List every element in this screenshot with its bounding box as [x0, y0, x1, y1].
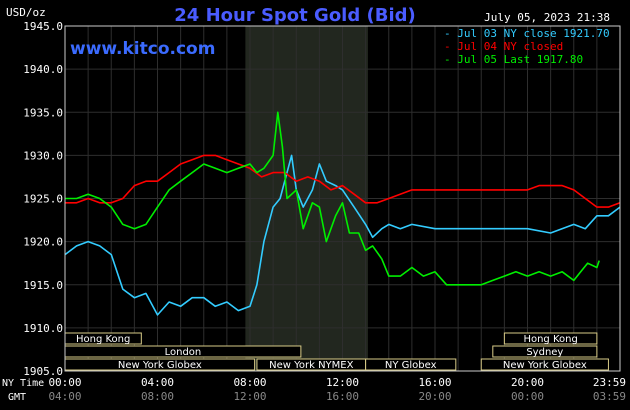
x-tick-gmt: 00:00: [511, 390, 544, 403]
legend-entry-jul03: - Jul 03 NY close 1921.70: [444, 27, 610, 40]
session-label: NY Globex: [385, 360, 437, 371]
y-axis-unit: USD/oz: [6, 6, 46, 19]
y-axis-ticks: 1945.0 1940.0 1935.0 1930.0 1925.0 1920.0 1915…: [23, 20, 63, 378]
y-tick-label: 1940.0: [23, 63, 63, 76]
session-label: New York NYMEX: [269, 360, 354, 371]
x-tick-ny: 23:59: [593, 376, 626, 389]
session-label: London: [165, 347, 202, 358]
y-tick-label: 1920.0: [23, 236, 63, 249]
y-tick-label: 1945.0: [23, 20, 63, 33]
x-tick-ny: 04:00: [141, 376, 174, 389]
x-tick-gmt: 12:00: [233, 390, 266, 403]
x-tick-ny: 12:00: [326, 376, 359, 389]
x-tick-gmt: 03:59: [593, 390, 626, 403]
legend-entry-jul05: - Jul 05 Last 1917.80: [444, 53, 583, 66]
y-tick-label: 1935.0: [23, 106, 63, 119]
x-tick-ny: 00:00: [48, 376, 81, 389]
ny-time-label: NY Time: [2, 378, 44, 389]
kitco-website: www.kitco.com: [70, 39, 215, 59]
session-label: New York Globex: [118, 360, 202, 371]
x-tick-gmt: 20:00: [418, 390, 451, 403]
x-tick-gmt: 04:00: [48, 390, 81, 403]
x-tick-gmt: 08:00: [141, 390, 174, 403]
session-label: Hong Kong: [76, 334, 130, 345]
y-tick-label: 1910.0: [23, 322, 63, 335]
y-tick-label: 1925.0: [23, 193, 63, 206]
session-label: New York Globex: [503, 360, 587, 371]
x-tick-ny: 16:00: [418, 376, 451, 389]
timestamp: July 05, 2023 21:38: [484, 11, 610, 24]
legend-entry-jul04: - Jul 04 NY closed: [444, 40, 563, 53]
session-label: Hong Kong: [523, 334, 577, 345]
chart-title: 24 Hour Spot Gold (Bid): [174, 5, 415, 26]
gmt-label: GMT: [8, 392, 26, 403]
y-tick-label: 1915.0: [23, 279, 63, 292]
y-tick-label: 1930.0: [23, 149, 63, 162]
x-tick-gmt: 16:00: [326, 390, 359, 403]
session-label: Sydney: [526, 347, 563, 358]
x-tick-ny: 08:00: [233, 376, 266, 389]
x-tick-ny: 20:00: [511, 376, 544, 389]
